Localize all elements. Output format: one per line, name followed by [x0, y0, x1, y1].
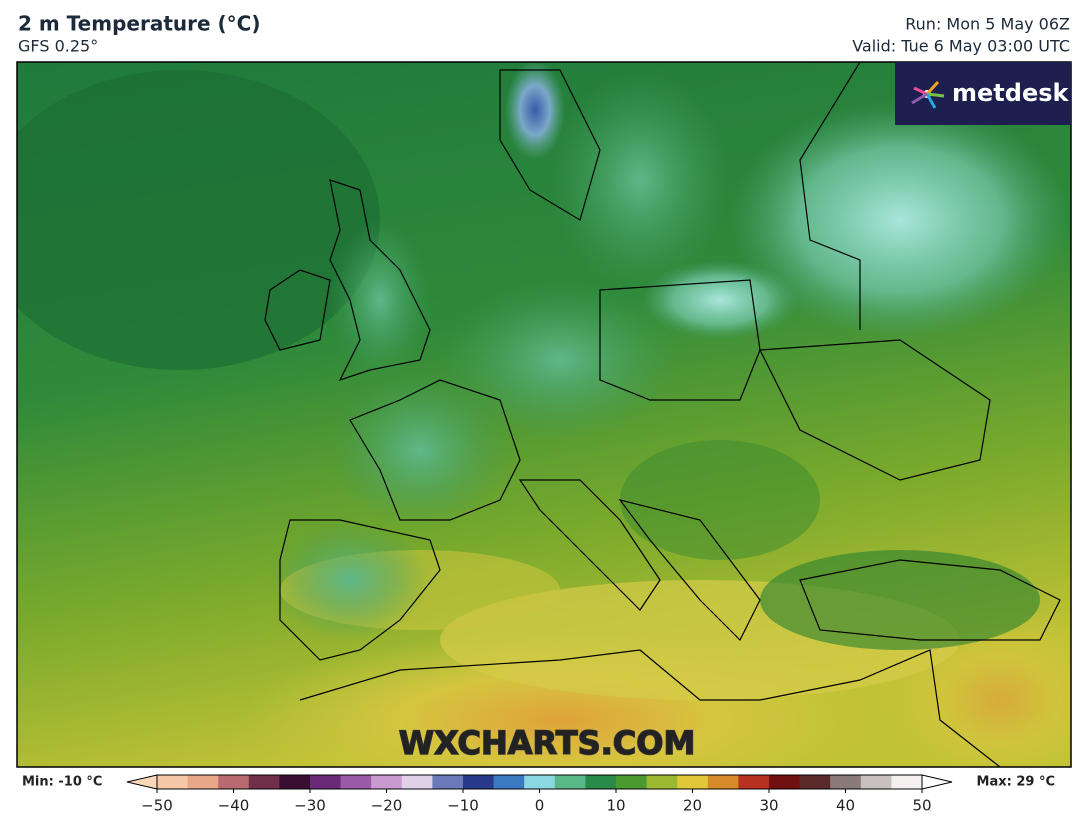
colorbar-cell — [677, 775, 709, 789]
colorbar-cell — [585, 775, 617, 789]
model: GFS 0.25° — [18, 37, 98, 56]
colorbar-cell — [310, 775, 342, 789]
max-label: Max: 29 °C — [977, 775, 1055, 790]
colorbar-cell — [371, 775, 403, 789]
colorbar-tick-label: 20 — [683, 797, 702, 815]
logo-icon — [911, 80, 945, 109]
watermark: WXCHARTS.COM — [399, 724, 696, 762]
logo: metdesk — [952, 79, 1070, 107]
colorbar-cell — [616, 775, 648, 789]
colorbar-cell — [279, 775, 311, 789]
colorbar-tick-label: −20 — [371, 797, 403, 815]
colorbar-tick-label: 30 — [759, 797, 778, 815]
colorbar-tick-label: 10 — [606, 797, 625, 815]
min-label: Min: -10 °C — [22, 775, 102, 790]
colorbar: −50 −40 −30 −20 −10 0 10 20 30 40 50 — [126, 774, 953, 815]
colorbar-cell — [830, 775, 862, 789]
colorbar-tick-label: 40 — [836, 797, 855, 815]
map-frame — [16, 61, 1072, 768]
colorbar-cell — [891, 775, 923, 789]
colorbar-cell — [860, 775, 892, 789]
colorbar-cell — [463, 775, 495, 789]
colorbar-end — [921, 774, 953, 790]
valid: Valid: Tue 6 May 03:00 UTC — [852, 37, 1070, 56]
colorbar-tick-label: −10 — [447, 797, 479, 815]
colorbar-end — [126, 774, 158, 790]
map: WXCHARTS.COM — [17, 62, 1071, 767]
colorbar-cell — [157, 775, 189, 789]
colorbar-cell — [401, 775, 433, 789]
colorbar-tick-label: −50 — [141, 797, 173, 815]
colorbar-cell — [769, 775, 801, 789]
colorbar-cell — [646, 775, 678, 789]
colorbar-cell — [340, 775, 372, 789]
colorbar-cell — [554, 775, 586, 789]
title: 2 m Temperature (°C) — [18, 12, 260, 36]
run: Run: Mon 5 May 06Z — [905, 15, 1070, 34]
colorbar-cell — [524, 775, 556, 789]
colorbar-cell — [738, 775, 770, 789]
colorbar-cell — [432, 775, 464, 789]
colorbar-cell — [187, 775, 219, 789]
colorbar-cell — [248, 775, 280, 789]
colorbar-cell — [493, 775, 525, 789]
colorbar-cell — [707, 775, 739, 789]
colorbar-tick-label: 0 — [535, 797, 545, 815]
colorbar-cell — [799, 775, 831, 789]
colorbar-tick-label: −40 — [218, 797, 250, 815]
colorbar-tick-label: 50 — [912, 797, 931, 815]
colorbar-tick-label: −30 — [294, 797, 326, 815]
colorbar-cell — [218, 775, 250, 789]
